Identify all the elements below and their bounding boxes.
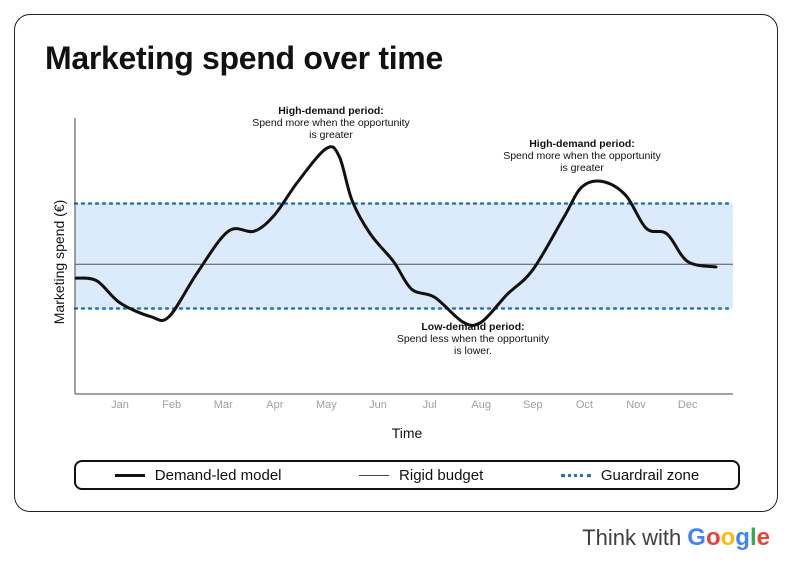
guardrail-band bbox=[75, 203, 733, 309]
legend-swatch-guardrail-zone bbox=[560, 473, 591, 477]
annotation-high-demand-1: High-demand period:Spend more when the o… bbox=[252, 105, 410, 141]
x-tick-label-may: May bbox=[316, 399, 337, 411]
legend: Demand-led model Rigid budget Guardrail … bbox=[74, 460, 740, 490]
legend-item-rigid-budget: Rigid budget bbox=[359, 467, 483, 484]
x-tick-label-apr: Apr bbox=[266, 399, 283, 411]
google-letter: l bbox=[749, 524, 757, 551]
legend-label-rigid-budget: Rigid budget bbox=[399, 466, 484, 484]
x-axis-label: Time bbox=[392, 425, 423, 441]
x-tick-label-mar: Mar bbox=[214, 399, 233, 411]
annotation-text-line: Spend less when the opportunity bbox=[397, 333, 550, 345]
annotation-text-line: Spend more when the opportunity bbox=[252, 117, 410, 129]
demand-led-line bbox=[74, 145, 718, 327]
annotation-text-line: Spend more when the opportunity bbox=[503, 150, 661, 162]
annotation-title: High-demand period: bbox=[278, 105, 384, 117]
x-tick-label-aug: Aug bbox=[471, 399, 491, 411]
google-letter: G bbox=[687, 524, 706, 551]
annotation-text-line: is lower. bbox=[454, 345, 492, 357]
legend-item-demand-led: Demand-led model bbox=[114, 466, 282, 484]
x-tick-label-sep: Sep bbox=[523, 399, 543, 411]
page-title: Marketing spend over time bbox=[45, 40, 443, 76]
google-letter: o bbox=[720, 524, 736, 551]
google-letter: o bbox=[705, 524, 721, 551]
annotation-text-line: is greater bbox=[309, 129, 353, 141]
legend-swatch-rigid-budget bbox=[359, 474, 390, 476]
google-letter: e bbox=[756, 524, 770, 551]
x-tick-label-jul: Jul bbox=[423, 399, 437, 411]
x-tick-label-feb: Feb bbox=[162, 399, 181, 411]
think-with-google-logo: Think with Google bbox=[582, 524, 770, 552]
legend-swatch-demand-led bbox=[114, 473, 145, 477]
footer-prefix: Think with bbox=[582, 525, 682, 550]
x-tick-label-oct: Oct bbox=[576, 399, 593, 411]
annotation-low-demand: Low-demand period:Spend less when the op… bbox=[397, 321, 550, 357]
x-tick-label-nov: Nov bbox=[626, 399, 646, 411]
annotation-text-line: is greater bbox=[560, 162, 604, 174]
y-axis-label: Marketing spend (€) bbox=[51, 200, 67, 325]
annotation-title: Low-demand period: bbox=[421, 321, 524, 333]
legend-item-guardrail-zone: Guardrail zone bbox=[560, 466, 700, 484]
google-letter: g bbox=[735, 524, 750, 551]
x-tick-label-jun: Jun bbox=[369, 399, 387, 411]
x-tick-label-jan: Jan bbox=[111, 399, 129, 411]
google-wordmark: Google bbox=[687, 524, 770, 552]
annotation-title: High-demand period: bbox=[529, 138, 635, 150]
legend-label-demand-led: Demand-led model bbox=[154, 466, 282, 484]
annotation-high-demand-2: High-demand period:Spend more when the o… bbox=[503, 138, 661, 174]
legend-label-guardrail-zone: Guardrail zone bbox=[600, 466, 700, 484]
x-tick-label-dec: Dec bbox=[678, 399, 698, 411]
